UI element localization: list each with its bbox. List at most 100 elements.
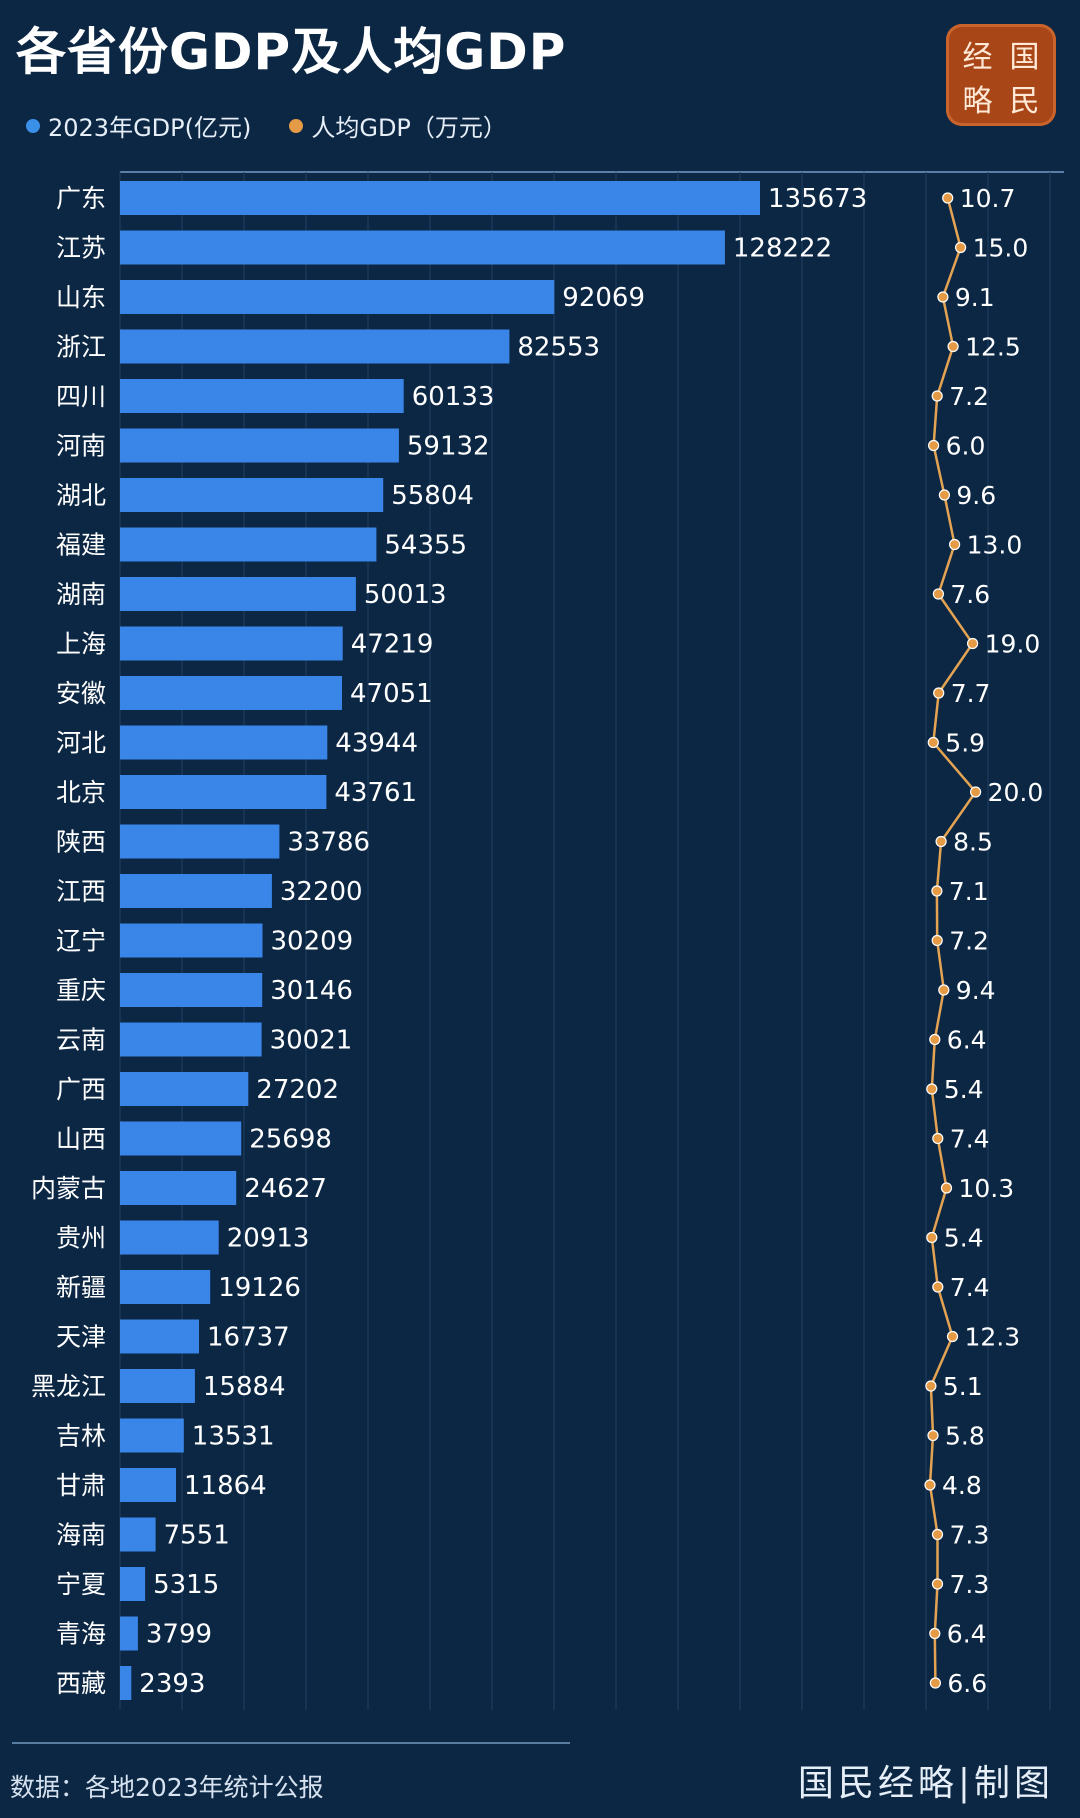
per-capita-value-label: 12.5 [965,333,1021,362]
gdp-value-label: 92069 [562,283,645,313]
category-label: 河北 [56,729,106,758]
per-capita-value-label: 19.0 [985,630,1041,659]
per-capita-value-label: 7.6 [950,580,990,609]
per-capita-point [929,1627,941,1640]
per-capita-point [937,291,949,303]
gdp-value-label: 16737 [207,1323,290,1353]
per-capita-point [926,1083,938,1095]
per-capita-point [931,1578,944,1590]
category-label: 重庆 [56,976,106,1005]
gdp-value-label: 19126 [218,1273,301,1303]
gdp-bar [120,1517,156,1552]
gdp-value-label: 32200 [280,877,363,907]
per-capita-value-label: 6.4 [947,1026,987,1055]
per-capita-point [935,835,947,848]
gdp-bar [120,1220,219,1255]
logo-char: 略 [962,84,993,119]
per-capita-point [931,934,943,947]
gdp-value-label: 43761 [334,778,417,808]
per-capita-point [927,1429,939,1442]
per-capita-value-label: 13.0 [967,531,1023,560]
per-capita-point [969,786,982,798]
per-capita-value-label: 5.8 [945,1422,985,1451]
gdp-bar [120,379,404,413]
gdp-value-label: 13531 [192,1422,275,1452]
per-capita-value-label: 6.0 [946,432,986,461]
per-capita-value-label: 7.2 [949,382,989,411]
gdp-value-label: 5315 [153,1570,219,1600]
per-capita-value-label: 7.2 [949,927,989,956]
legend-item-per-capita: 人均GDP（万元） [289,108,507,143]
per-capita-point [926,1231,938,1244]
gdp-value-label: 30209 [271,927,354,957]
per-capita-point [931,1528,944,1541]
per-capita-value-label: 5.1 [943,1372,983,1401]
gdp-bar [120,1567,146,1601]
per-capita-value-label: 9.1 [955,283,995,312]
gdp-value-label: 30021 [270,1026,353,1056]
category-label: 西藏 [56,1669,106,1698]
category-label: 贵州 [56,1224,106,1253]
per-capita-value-label: 10.7 [960,184,1016,213]
gdp-value-label: 33786 [287,828,370,858]
per-capita-point [948,538,961,551]
category-label: 江西 [56,877,106,906]
per-capita-value-label: 9.4 [956,976,996,1005]
gdp-value-label: 15884 [203,1372,286,1402]
per-capita-value-label: 5.9 [945,729,985,758]
logo-char: 经 [962,40,993,75]
gdp-value-label: 59132 [407,432,490,462]
gdp-bar [120,1022,262,1057]
per-capita-value-label: 20.0 [988,778,1044,807]
category-label: 安徽 [56,679,106,708]
gdp-value-label: 25698 [249,1125,332,1155]
gdp-value-label: 24627 [244,1174,327,1204]
gdp-bar [120,626,343,661]
brand-seal-logo: 经 国 略 民 [946,24,1056,126]
gdp-bar [120,1121,242,1156]
per-capita-point [932,588,945,600]
gdp-bar [120,181,760,215]
category-label: 四川 [56,382,106,411]
legend-item-gdp: 2023年GDP(亿元) [26,108,251,143]
gdp-bar [120,973,263,1007]
category-label: 山东 [56,283,106,312]
gdp-value-label: 47051 [350,679,433,709]
category-label: 甘肃 [56,1471,106,1500]
category-label: 广西 [56,1075,106,1104]
per-capita-point [942,192,954,204]
category-label: 宁夏 [56,1570,106,1599]
category-label: 山西 [56,1125,106,1154]
category-label: 新疆 [56,1273,106,1302]
gdp-bar [120,428,399,463]
gdp-bar [120,1072,249,1106]
per-capita-value-label: 6.4 [947,1620,987,1649]
per-capita-value-label: 15.0 [973,234,1029,263]
per-capita-point [947,340,959,353]
gdp-bar [120,1171,237,1205]
category-label: 上海 [56,630,106,659]
credit-mark: 国民经略|制图 [797,1763,1054,1804]
per-capita-value-label: 5.4 [944,1224,984,1253]
gdp-bar [120,527,377,562]
per-capita-point [933,687,945,699]
category-label: 天津 [56,1323,106,1352]
data-source: 数据：各地2023年统计公报 [10,1773,324,1802]
gdp-value-label: 54355 [384,531,467,561]
logo-char: 民 [1009,84,1040,119]
per-capita-point [927,736,939,749]
gdp-bar [120,577,356,611]
per-capita-point [931,390,943,402]
per-capita-value-label: 9.6 [956,481,996,510]
category-label: 内蒙古 [31,1174,106,1203]
legend-swatch-gdp [26,118,40,133]
chart-title: 各省份GDP及人均GDP [16,23,567,81]
gdp-bar [120,280,555,314]
per-capita-point [925,1380,937,1392]
per-capita-point [929,1033,941,1046]
category-label: 吉林 [56,1422,106,1451]
category-label: 海南 [56,1521,106,1550]
category-label: 北京 [56,778,106,807]
per-capita-point [931,885,943,897]
